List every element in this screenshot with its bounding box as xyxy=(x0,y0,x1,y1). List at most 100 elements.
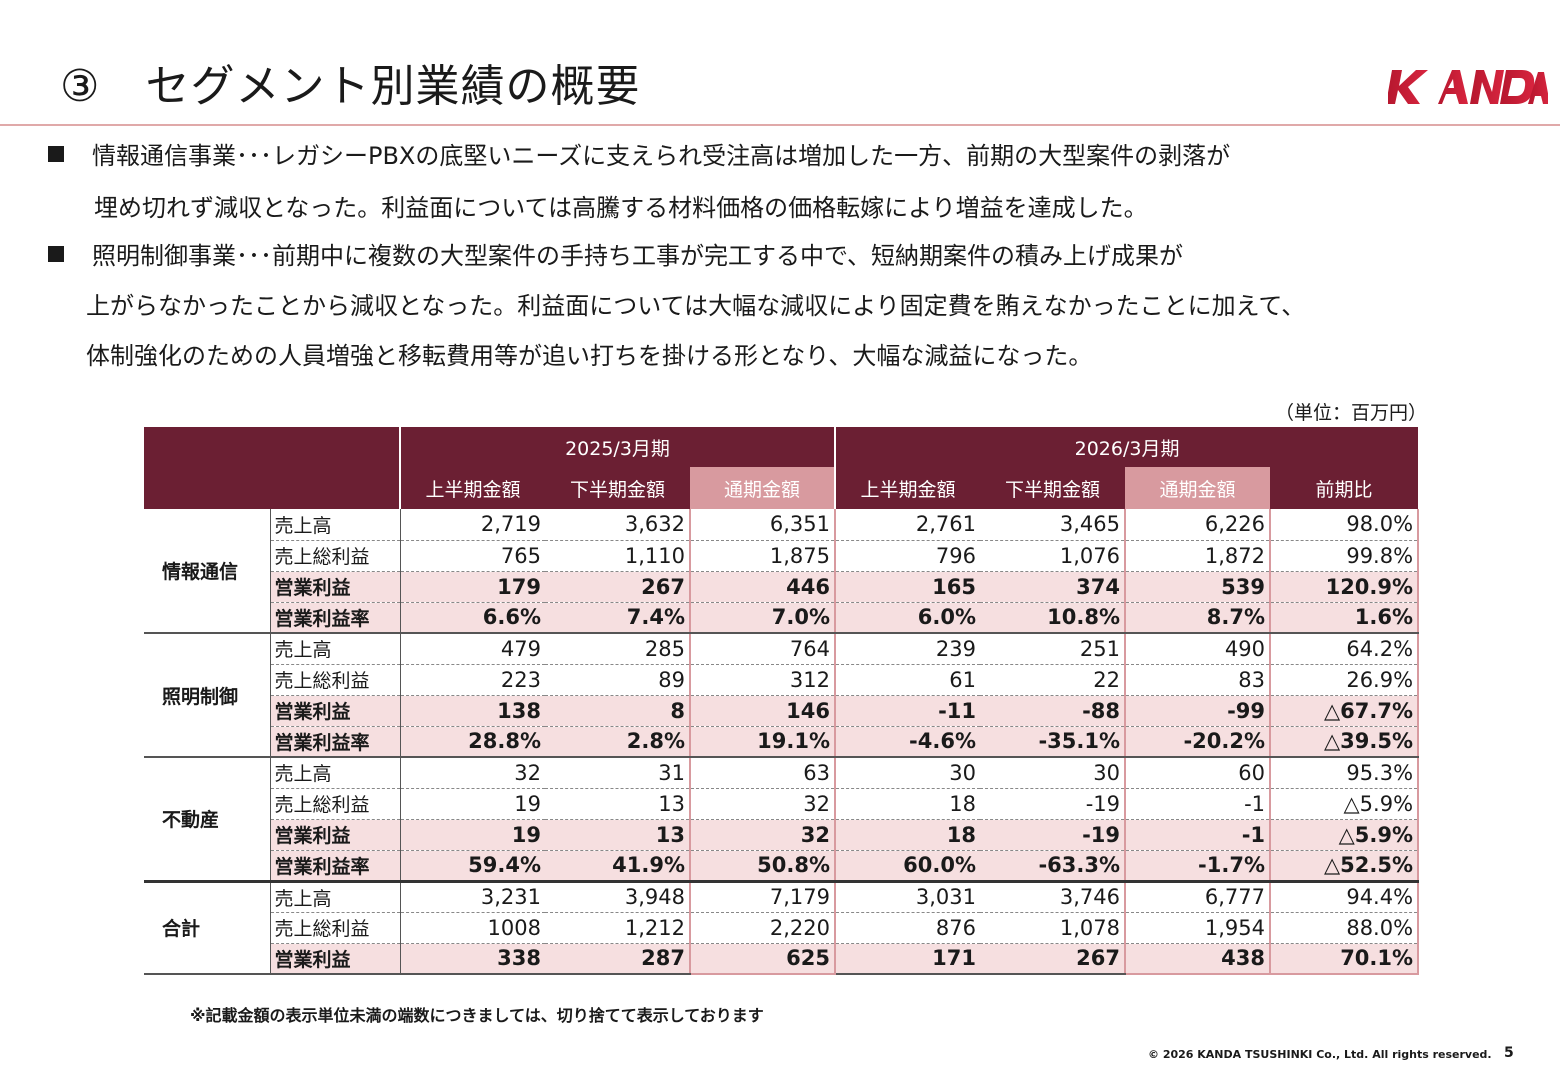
value-cell: -19 xyxy=(980,819,1126,851)
value-cell: 59.4% xyxy=(400,850,545,882)
square-bullet-icon xyxy=(48,246,64,262)
bullet-2-line-3: 体制強化のための人員増強と移転費用等が追い打ちを掛ける形となり、大幅な減益になっ… xyxy=(86,342,1093,370)
value-cell: -99 xyxy=(1124,695,1272,727)
value-cell: 22 xyxy=(980,664,1126,696)
value-cell: -35.1% xyxy=(980,726,1126,758)
value-cell: 3,465 xyxy=(980,509,1126,541)
value-cell: 2,719 xyxy=(400,509,545,541)
table-row: 照明制御 売上高 479 285 764 239 251 490 64.2% xyxy=(144,633,1420,758)
header-corner xyxy=(144,427,400,509)
metric-label: 営業利益 xyxy=(270,819,401,851)
segment-name: 情報通信 xyxy=(144,509,271,634)
value-cell: 30 xyxy=(980,757,1126,789)
value-cell: 490 xyxy=(1124,633,1272,665)
table-row: 営業利益 138 8 146 -11 -88 -99 △67.7% xyxy=(144,695,1420,727)
unit-label: （単位：百万円） xyxy=(1275,402,1428,424)
value-cell: 7,179 xyxy=(688,879,837,913)
value-cell: 89 xyxy=(545,664,690,696)
value-cell: 1,212 xyxy=(545,912,690,944)
table-row: 売上総利益 1008 1,212 2,220 876 1,078 1,954 88.0% xyxy=(144,912,1420,944)
value-cell: 32 xyxy=(400,757,545,789)
value-cell: 171 xyxy=(834,943,981,975)
table-row: 情報通信 売上高 2,719 3,632 6,351 2,761 3,465 6,226 98.… xyxy=(144,509,1420,634)
table-row: 営業利益率 6.6% 7.4% 7.0% 6.0% 10.8% 8.7% 1.6% xyxy=(144,602,1420,634)
metric-label: 営業利益 xyxy=(270,695,401,727)
metric-label: 売上総利益 xyxy=(270,540,401,572)
value-cell: △52.5% xyxy=(1270,850,1420,882)
value-cell: 1008 xyxy=(400,912,545,944)
value-cell: 3,031 xyxy=(834,879,981,913)
value-cell: 1,954 xyxy=(1124,912,1272,944)
col-header: 上半期金額 xyxy=(834,467,981,509)
value-cell: 446 xyxy=(688,571,837,603)
value-cell: 6,351 xyxy=(688,509,837,541)
value-cell: -11 xyxy=(834,695,981,727)
period-header-2025: 2025/3月期 xyxy=(398,427,836,467)
value-cell: -19 xyxy=(980,788,1126,820)
value-cell: 7.4% xyxy=(545,602,690,634)
copyright: © 2026 KANDA TSUSHINKI Co., Ltd. All rig… xyxy=(1148,1048,1492,1061)
bullet-1-line-1: 情報通信事業･･･レガシーPBXの底堅いニーズに支えられ受注高は増加した一方、前… xyxy=(48,140,1230,172)
value-cell: 10.8% xyxy=(980,602,1126,634)
value-cell: 18 xyxy=(834,788,981,820)
value-cell: 267 xyxy=(545,571,690,603)
value-cell: -20.2% xyxy=(1124,726,1272,758)
period-header-2026: 2026/3月期 xyxy=(834,427,1419,467)
bullet-2-line-1: 照明制御事業･･･前期中に複数の大型案件の手持ち工事が完工する中で、短納期案件の… xyxy=(48,240,1183,272)
value-cell: 1,875 xyxy=(688,540,837,572)
segment-name: 不動産 xyxy=(144,757,271,882)
value-cell: 31 xyxy=(545,757,690,789)
metric-label: 売上高 xyxy=(270,757,401,789)
square-bullet-icon xyxy=(48,146,64,162)
metric-label: 営業利益 xyxy=(270,571,401,603)
value-cell: 625 xyxy=(688,943,837,975)
value-cell: 1.6% xyxy=(1270,602,1420,634)
value-cell: 41.9% xyxy=(545,850,690,882)
value-cell: 1,076 xyxy=(980,540,1126,572)
value-cell: △39.5% xyxy=(1270,726,1420,758)
title-divider xyxy=(0,124,1560,126)
value-cell: 1,872 xyxy=(1124,540,1272,572)
value-cell: 165 xyxy=(834,571,981,603)
value-cell: -1.7% xyxy=(1124,850,1272,882)
table-row: 不動産 売上高 32 31 63 30 30 60 95.3% xyxy=(144,757,1420,882)
value-cell: 60 xyxy=(1124,757,1272,789)
col-header-full-year: 通期金額 xyxy=(690,467,836,509)
value-cell: 765 xyxy=(400,540,545,572)
value-cell: △5.9% xyxy=(1270,819,1420,851)
value-cell: 267 xyxy=(980,943,1126,975)
value-cell: 32 xyxy=(688,819,837,851)
kanda-logo xyxy=(1388,70,1548,104)
table-row: 売上総利益 765 1,110 1,875 796 1,076 1,872 99.8% xyxy=(144,540,1420,572)
value-cell: 8 xyxy=(545,695,690,727)
value-cell: 223 xyxy=(400,664,545,696)
segment-name: 合計 xyxy=(144,879,271,975)
value-cell: -63.3% xyxy=(980,850,1126,882)
footnote: ※記載金額の表示単位未満の端数につきましては、切り捨てて表示しております xyxy=(190,1006,764,1025)
col-header-full-year: 通期金額 xyxy=(1125,467,1271,509)
value-cell: 312 xyxy=(688,664,837,696)
value-cell: -4.6% xyxy=(834,726,981,758)
metric-label: 売上総利益 xyxy=(270,912,401,944)
value-cell: 28.8% xyxy=(400,726,545,758)
value-cell: 7.0% xyxy=(688,602,837,634)
col-header: 下半期金額 xyxy=(980,467,1126,509)
value-cell: -1 xyxy=(1124,788,1272,820)
bullet-1-line-2: 埋め切れず減収となった。利益面については高騰する材料価格の価格転嫁により増益を達… xyxy=(94,194,1148,222)
value-cell: 63 xyxy=(688,757,837,789)
value-cell: 95.3% xyxy=(1270,757,1420,789)
table-body: 情報通信 売上高 2,719 3,632 6,351 2,761 3,465 6,226 98.… xyxy=(144,509,1420,975)
value-cell: 6,226 xyxy=(1124,509,1272,541)
page-title: ③ セグメント別業績の概要 xyxy=(60,61,641,112)
value-cell: 796 xyxy=(834,540,981,572)
metric-label: 営業利益率 xyxy=(270,602,401,634)
value-cell: 98.0% xyxy=(1270,509,1420,541)
value-cell: 374 xyxy=(980,571,1126,603)
value-cell: 239 xyxy=(834,633,981,665)
value-cell: 13 xyxy=(545,788,690,820)
segment-name: 照明制御 xyxy=(144,633,271,758)
value-cell: 32 xyxy=(688,788,837,820)
segment-results-table: 2025/3月期 2026/3月期 上半期金額 下半期金額 通期金額 上半期金額… xyxy=(144,427,1420,975)
value-cell: 285 xyxy=(545,633,690,665)
value-cell: 338 xyxy=(400,943,545,975)
